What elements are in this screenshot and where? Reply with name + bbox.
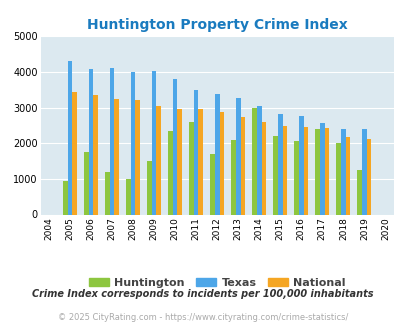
Bar	[361, 129, 366, 214]
Bar	[194, 90, 198, 214]
Bar	[189, 122, 194, 214]
Bar	[261, 122, 266, 214]
Bar	[84, 152, 89, 214]
Bar	[168, 131, 173, 214]
Bar	[240, 117, 245, 214]
Bar	[366, 139, 371, 214]
Bar	[319, 123, 324, 214]
Bar	[252, 108, 256, 214]
Bar	[109, 68, 114, 215]
Bar	[282, 126, 286, 214]
Bar	[105, 172, 109, 214]
Bar	[135, 100, 140, 214]
Bar	[130, 72, 135, 215]
Bar	[63, 181, 68, 214]
Bar	[198, 109, 202, 214]
Bar	[336, 143, 340, 214]
Bar	[177, 109, 182, 214]
Bar	[147, 161, 151, 214]
Bar	[214, 94, 219, 214]
Bar	[324, 128, 328, 214]
Bar	[126, 179, 130, 214]
Bar	[173, 79, 177, 214]
Bar	[315, 129, 319, 214]
Legend: Huntington, Texas, National: Huntington, Texas, National	[84, 274, 349, 292]
Title: Huntington Property Crime Index: Huntington Property Crime Index	[87, 18, 347, 32]
Bar	[294, 142, 298, 214]
Bar	[235, 98, 240, 214]
Bar	[114, 99, 119, 214]
Bar	[156, 106, 161, 214]
Bar	[231, 140, 235, 214]
Bar	[340, 129, 345, 214]
Bar	[256, 106, 261, 214]
Bar	[72, 91, 77, 214]
Bar	[219, 112, 224, 214]
Bar	[356, 170, 361, 215]
Bar	[68, 61, 72, 214]
Text: Crime Index corresponds to incidents per 100,000 inhabitants: Crime Index corresponds to incidents per…	[32, 289, 373, 299]
Bar	[93, 95, 98, 214]
Bar	[298, 115, 303, 214]
Bar	[303, 127, 307, 214]
Bar	[345, 137, 350, 214]
Bar	[89, 69, 93, 214]
Bar	[273, 136, 277, 214]
Text: © 2025 CityRating.com - https://www.cityrating.com/crime-statistics/: © 2025 CityRating.com - https://www.city…	[58, 313, 347, 322]
Bar	[210, 154, 214, 214]
Bar	[277, 114, 282, 214]
Bar	[151, 71, 156, 214]
